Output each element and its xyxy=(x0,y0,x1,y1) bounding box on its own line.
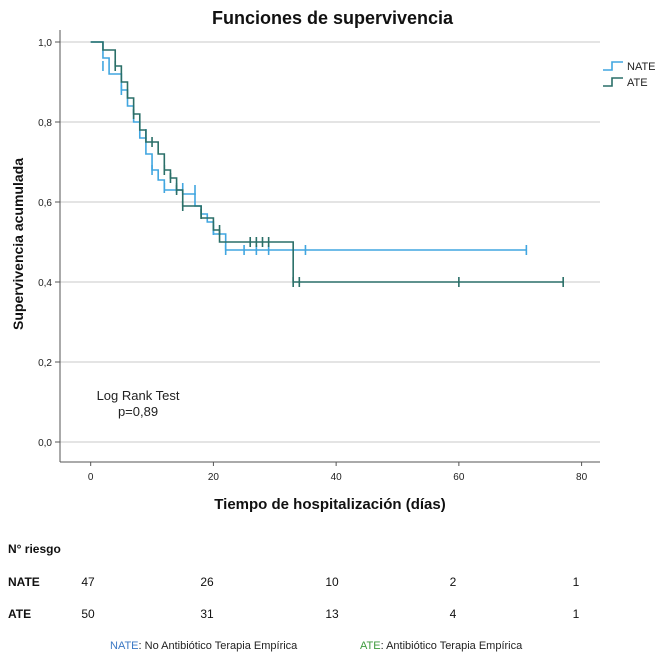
x-tick-label: 60 xyxy=(453,472,465,483)
risk-cell: 2 xyxy=(449,575,457,589)
x-axis-label: Tiempo de hospitalización (días) xyxy=(214,496,446,513)
legend-label-ate: ATE xyxy=(627,77,648,89)
chart-title: Funciones de supervivencia xyxy=(211,8,454,28)
legend-label-nate: NATE xyxy=(627,61,656,73)
survival-chart: 0,0 0,2 0,4 0,6 0,8 1,0 0 20 40 60 80 NATE ATE xyxy=(38,30,656,483)
y-tick-label: 0,6 xyxy=(38,198,52,209)
series-line-nate xyxy=(90,41,527,251)
footnote-nate-abbr: NATE xyxy=(110,640,139,652)
x-tick-label: 20 xyxy=(208,472,220,483)
risk-cell: 26 xyxy=(200,575,214,589)
risk-row-label-nate: NATE xyxy=(8,575,40,589)
risk-cell: 10 xyxy=(325,575,339,589)
risk-row-label-ate: ATE xyxy=(8,607,32,621)
y-axis-label: Supervivencia acumulada xyxy=(10,158,26,330)
risk-cell: 13 xyxy=(325,607,339,621)
y-tick-label: 0,2 xyxy=(38,358,52,369)
annotation-line-2: p=0,89 xyxy=(117,404,159,419)
y-tick-label: 0,0 xyxy=(38,438,52,449)
footnote-nate-text: : No Antibiótico Terapia Empírica xyxy=(138,640,298,652)
log-rank-annotation: Log Rank Test p=0,89 xyxy=(88,388,188,420)
x-tick-label: 0 xyxy=(88,472,94,483)
y-tick-label: 0,4 xyxy=(38,278,52,289)
footnote-ate: ATE: Antibiótico Terapia Empírica xyxy=(360,640,522,652)
annotation-line-1: Log Rank Test xyxy=(96,388,180,403)
footnote-ate-text: : Antibiótico Terapia Empírica xyxy=(380,640,523,652)
risk-cell: 1 xyxy=(572,575,580,589)
risk-table-header: N° riesgo xyxy=(8,542,61,556)
y-tick-label: 0,8 xyxy=(38,118,52,129)
risk-cell: 31 xyxy=(200,607,214,621)
risk-cell: 4 xyxy=(449,607,457,621)
series-line-ate xyxy=(90,41,564,283)
risk-cell: 47 xyxy=(81,575,95,589)
x-tick-label: 80 xyxy=(576,472,588,483)
legend-swatch-ate xyxy=(603,77,623,87)
legend-swatch-nate xyxy=(603,61,623,71)
footnote-nate: NATE: No Antibiótico Terapia Empírica xyxy=(110,640,297,652)
y-tick-label: 1,0 xyxy=(38,38,52,49)
risk-cell: 50 xyxy=(81,607,95,621)
x-tick-label: 40 xyxy=(331,472,343,483)
risk-cell: 1 xyxy=(572,607,580,621)
footnote-ate-abbr: ATE xyxy=(360,640,381,652)
